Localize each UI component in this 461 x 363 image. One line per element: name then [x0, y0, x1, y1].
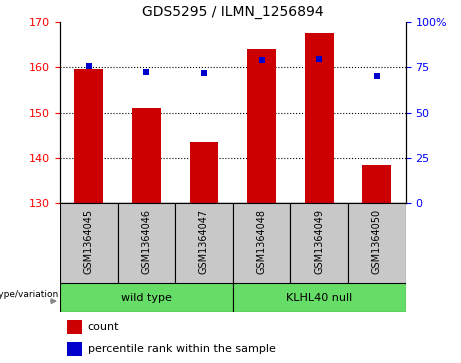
Text: GSM1364048: GSM1364048: [257, 209, 266, 274]
Text: GSM1364049: GSM1364049: [314, 209, 324, 274]
Text: GSM1364046: GSM1364046: [142, 209, 151, 274]
Bar: [362, 165, 391, 203]
Bar: [290, 203, 348, 283]
Text: KLHL40 null: KLHL40 null: [286, 293, 352, 303]
Point: [258, 57, 266, 63]
Point: [315, 56, 323, 62]
Bar: [189, 142, 219, 203]
Point: [373, 73, 381, 79]
Bar: [233, 203, 290, 283]
Text: percentile rank within the sample: percentile rank within the sample: [88, 344, 276, 354]
Text: count: count: [88, 322, 119, 332]
Text: wild type: wild type: [121, 293, 172, 303]
Bar: [74, 69, 103, 203]
Bar: [118, 203, 175, 283]
Text: genotype/variation: genotype/variation: [0, 290, 59, 299]
Point: [200, 70, 207, 76]
Point: [85, 64, 92, 69]
Bar: [132, 108, 161, 203]
Point: [142, 69, 150, 75]
Bar: [60, 283, 233, 312]
Bar: [175, 203, 233, 283]
Text: GSM1364047: GSM1364047: [199, 209, 209, 274]
Bar: [233, 283, 406, 312]
Bar: [67, 342, 83, 356]
Bar: [247, 49, 276, 203]
Bar: [67, 320, 83, 334]
Bar: [60, 203, 118, 283]
Title: GDS5295 / ILMN_1256894: GDS5295 / ILMN_1256894: [142, 5, 324, 19]
Text: GSM1364050: GSM1364050: [372, 209, 382, 274]
Text: GSM1364045: GSM1364045: [84, 209, 94, 274]
Bar: [348, 203, 406, 283]
Bar: [305, 33, 334, 203]
